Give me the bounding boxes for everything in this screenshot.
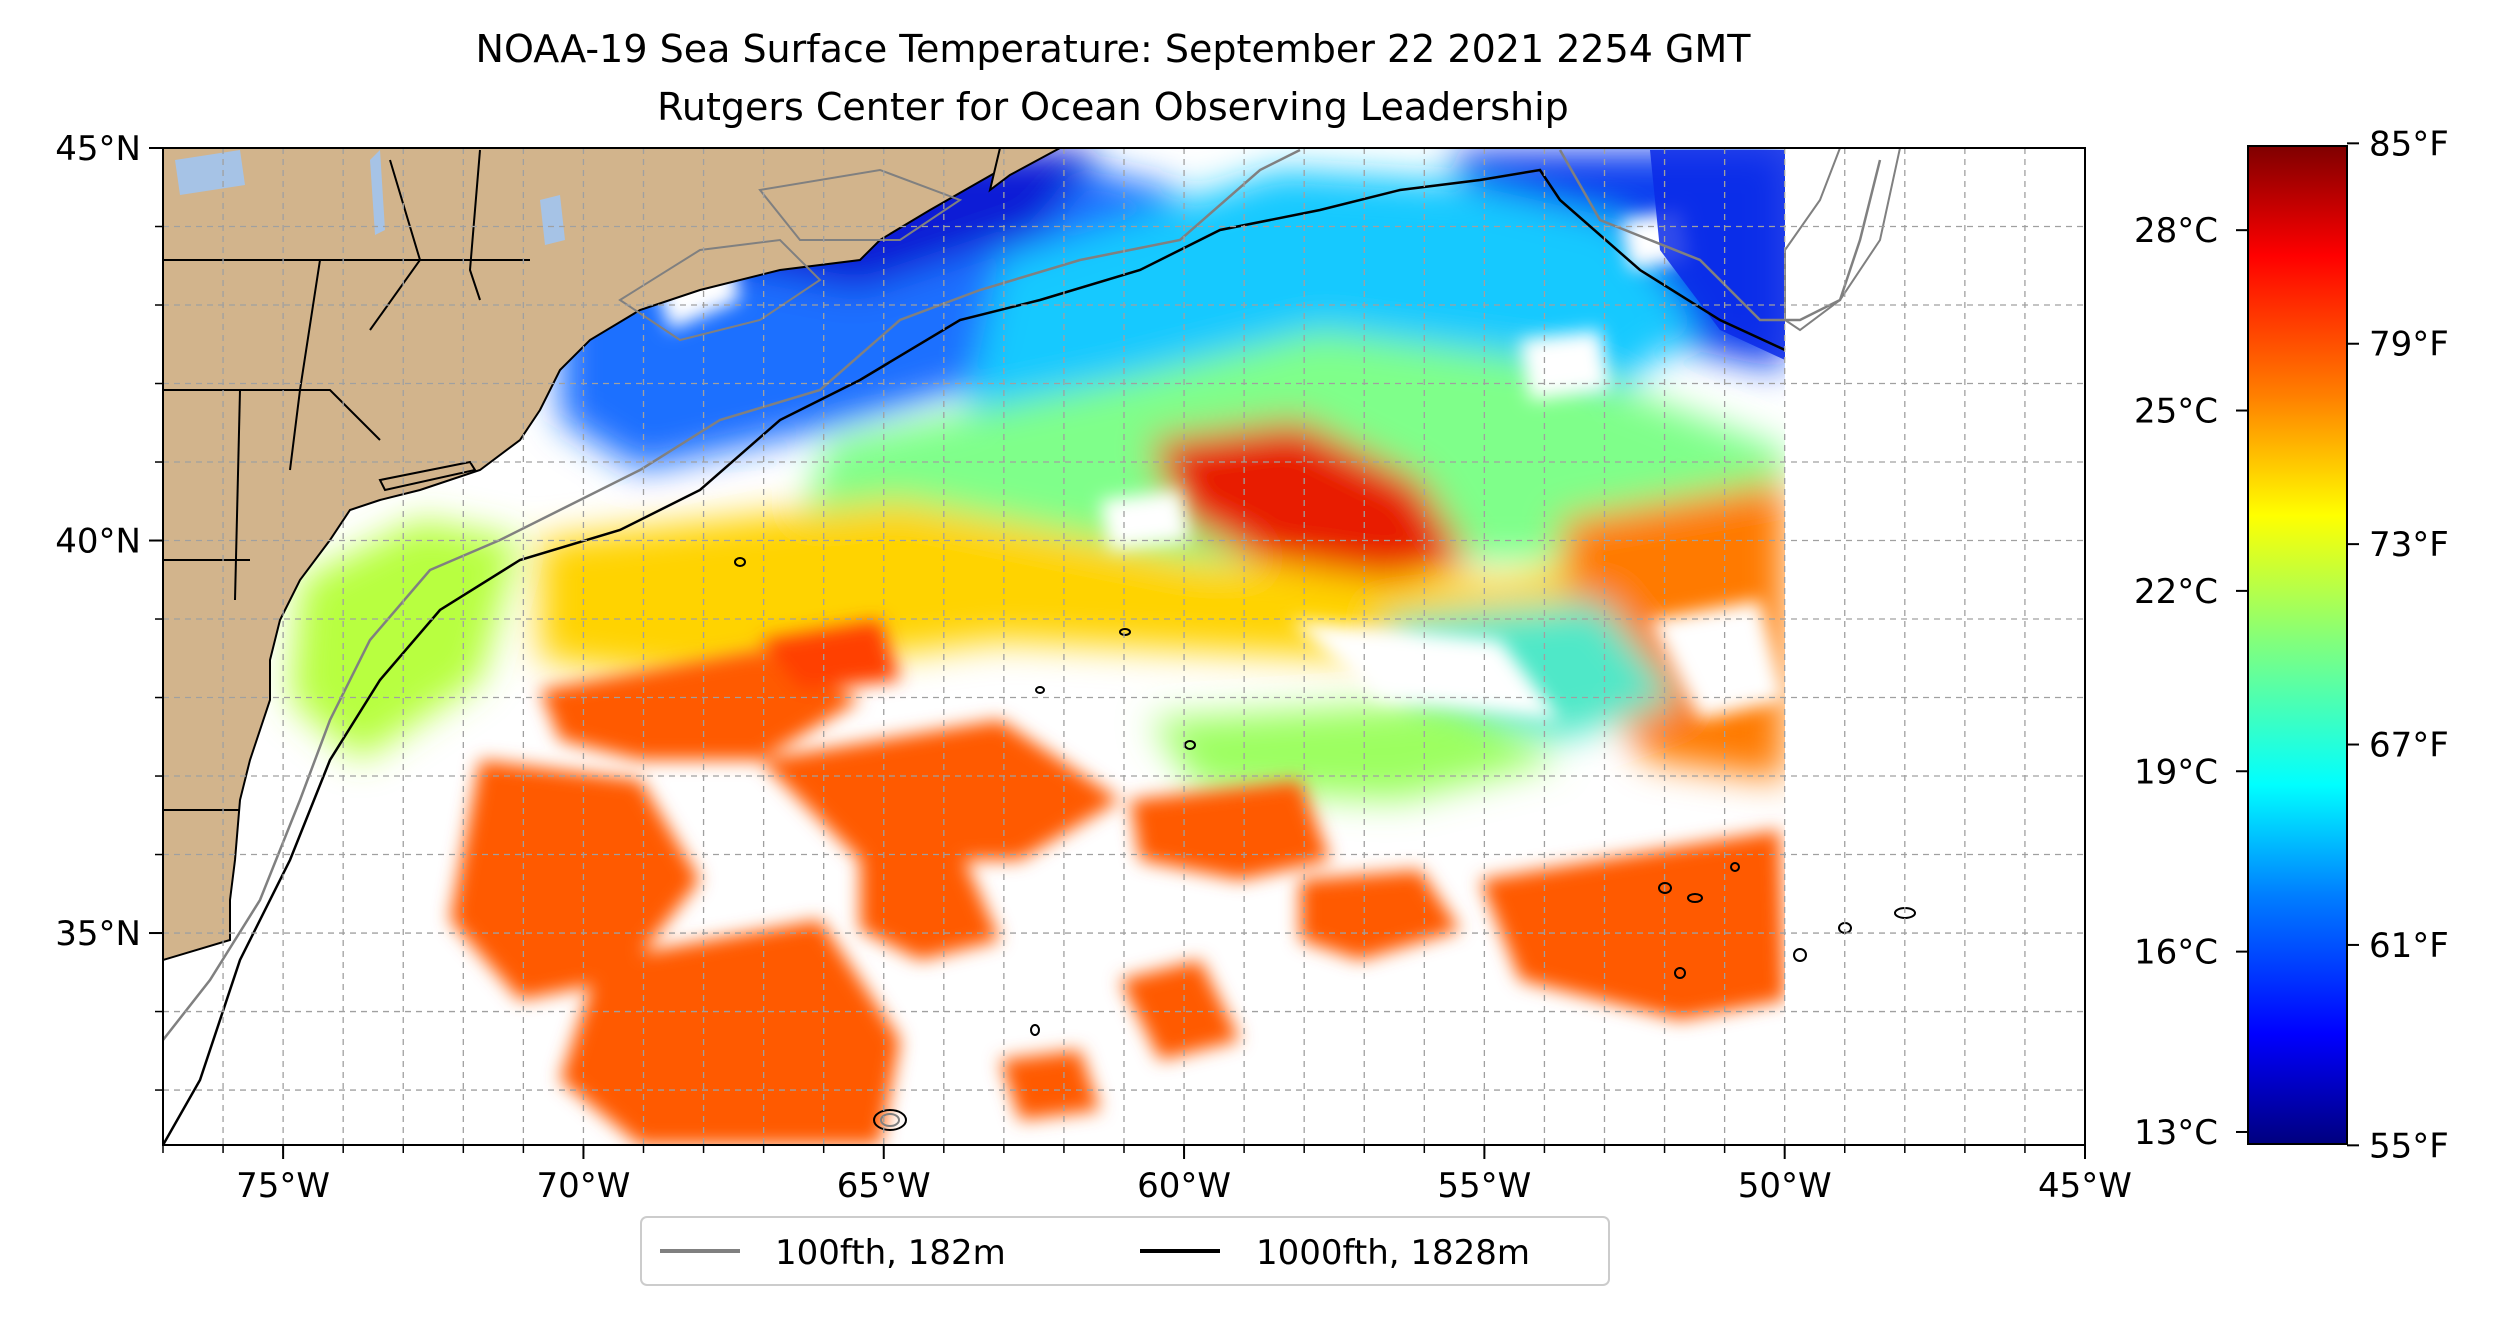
state-border-f [468, 149, 481, 301]
colorbar-celsius-label: 13°C [2134, 1113, 2218, 1153]
colorbar-celsius-label: 25°C [2134, 392, 2218, 432]
state-border-e [369, 159, 422, 331]
lake-b [370, 150, 385, 235]
colorbar-fahrenheit-label: 73°F [2369, 525, 2449, 565]
lat-axis: 45°N 40°N 35°N [55, 129, 163, 1091]
lon-tick-label: 70°W [536, 1166, 630, 1206]
colorbar-fahrenheit-label: 85°F [2369, 124, 2449, 164]
cloud-b [1650, 600, 1785, 720]
map-panel [163, 148, 2085, 1145]
cloud-c [1520, 330, 1610, 400]
lon-tick-label: 45°W [2038, 1166, 2132, 1206]
sst-far-east-blue [1650, 150, 1785, 360]
colorbar-celsius-label: 16°C [2134, 933, 2218, 973]
land-nova-scotia [988, 148, 1061, 193]
gridlines [163, 148, 2085, 1145]
cloud-e [1100, 490, 1190, 550]
colorbar-fahrenheit-label: 55°F [2369, 1126, 2449, 1166]
lon-axis: 75°W 70°W 65°W 60°W 55°W 50°W 45°W [162, 1145, 2132, 1206]
state-border-b [163, 389, 381, 441]
colorbar-gradient [2247, 145, 2348, 1145]
contour-100fth-georges [758, 168, 963, 241]
lake-a [175, 150, 245, 195]
sst-patch-b [450, 760, 700, 1000]
lon-tick-label: 65°W [837, 1166, 931, 1206]
legend-label-1000fth: 1000fth, 1828m [1256, 1233, 1530, 1273]
colorbar-fahrenheit-label: 79°F [2369, 325, 2449, 365]
colorbar-celsius-label: 19°C [2134, 752, 2218, 792]
colorbar-celsius-ticks: 28°C 25°C 22°C 19°C 16°C 13°C [2134, 211, 2248, 1153]
sst-patch-i [1300, 870, 1460, 960]
legend-label-100fth: 100fth, 182m [775, 1233, 1006, 1273]
swath-edge-no-data [1785, 148, 2085, 1145]
sst-patch-h [1480, 830, 1785, 1020]
lat-tick-label: 40°N [55, 522, 141, 562]
title-line-1: NOAA-19 Sea Surface Temperature: Septemb… [476, 27, 1752, 71]
lon-tick-label: 50°W [1738, 1166, 1832, 1206]
colorbar-fahrenheit-label: 61°F [2369, 926, 2449, 966]
sst-patch-g [1120, 960, 1240, 1060]
legend: 100fth, 182m 1000fth, 1828m [640, 1216, 1610, 1286]
state-border-h [234, 389, 241, 601]
title-line-2: Rutgers Center for Ocean Observing Leade… [657, 85, 1569, 129]
sst-green-streak [1150, 700, 1560, 800]
sst-patch-j [1000, 1050, 1100, 1120]
lat-tick-label: 35°N [55, 914, 141, 954]
sst-patch-c [560, 920, 900, 1145]
colorbar: 28°C 25°C 22°C 19°C 16°C 13°C 85°F 79°F 73°F 67°… [2134, 124, 2449, 1166]
contour-100fth-inner [618, 238, 822, 342]
sst-patch-d [760, 720, 1120, 860]
colorbar-celsius-label: 28°C [2134, 211, 2218, 251]
sst-patch-a [540, 650, 860, 760]
lon-tick-label: 75°W [236, 1166, 330, 1206]
colorbar-celsius-label: 22°C [2134, 572, 2218, 612]
legend-box [640, 1216, 1610, 1286]
cloud-a [1290, 620, 1560, 720]
state-border-g [289, 259, 321, 471]
lake-c [540, 195, 565, 245]
lon-tick-label: 60°W [1137, 1166, 1231, 1206]
sst-shelf-green [290, 520, 520, 760]
lat-tick-label: 45°N [55, 129, 141, 169]
contour-1000fth [163, 168, 1786, 1145]
sst-patch-k [760, 620, 900, 690]
land-north-america [163, 148, 1051, 962]
lon-tick-label: 55°W [1437, 1166, 1531, 1206]
colorbar-fahrenheit-ticks: 85°F 79°F 73°F 67°F 61°F 55°F [2347, 124, 2449, 1166]
colorbar-fahrenheit-label: 67°F [2369, 726, 2449, 766]
